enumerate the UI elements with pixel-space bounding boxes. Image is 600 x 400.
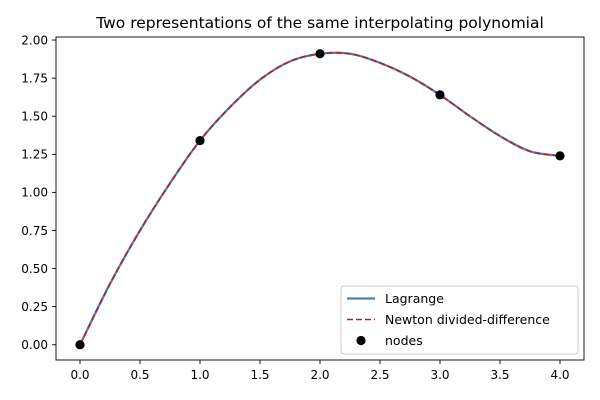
y-tick-label: 1.25: [21, 148, 48, 162]
y-tick-label: 0.50: [21, 262, 48, 276]
x-tick-label: 2.5: [370, 368, 389, 382]
y-tick-label: 0.75: [21, 224, 48, 238]
x-tick-label: 2.0: [310, 368, 329, 382]
x-tick-label: 0.5: [130, 368, 149, 382]
y-tick-label: 0.25: [21, 300, 48, 314]
legend: Lagrange Newton divided-difference nodes: [340, 285, 579, 355]
x-tick-label: 3.0: [430, 368, 449, 382]
node-point: [555, 151, 565, 161]
x-tick-label: 4.0: [550, 368, 569, 382]
node-point: [435, 90, 445, 100]
chart-title: Two representations of the same interpol…: [95, 14, 544, 32]
legend-label: Newton divided-difference: [385, 312, 550, 327]
y-tick-label: 1.50: [21, 110, 48, 124]
legend-marker: [356, 335, 366, 346]
y-tick-label: 0.00: [21, 338, 48, 352]
node-point: [75, 340, 85, 350]
y-tick-label: 1.75: [21, 71, 48, 85]
x-axis: 0.0 0.5 1.0 1.5 2.0 2.5 3.0 3.5 4.0: [70, 360, 570, 382]
nodes-layer: [75, 49, 565, 350]
node-point: [195, 136, 205, 146]
y-tick-label: 2.00: [21, 33, 48, 47]
legend-box: [340, 285, 579, 355]
node-point: [315, 49, 325, 59]
y-tick-label: 1.00: [21, 186, 48, 200]
x-tick-label: 1.5: [250, 368, 269, 382]
y-axis: 0.00 0.25 0.50 0.75 1.00 1.25 1.50 1.75 2.00: [21, 33, 56, 352]
legend-label: nodes: [385, 333, 423, 348]
legend-label: Lagrange: [385, 291, 444, 306]
x-tick-label: 3.5: [490, 368, 509, 382]
x-tick-label: 0.0: [70, 368, 89, 382]
x-tick-label: 1.0: [190, 368, 209, 382]
